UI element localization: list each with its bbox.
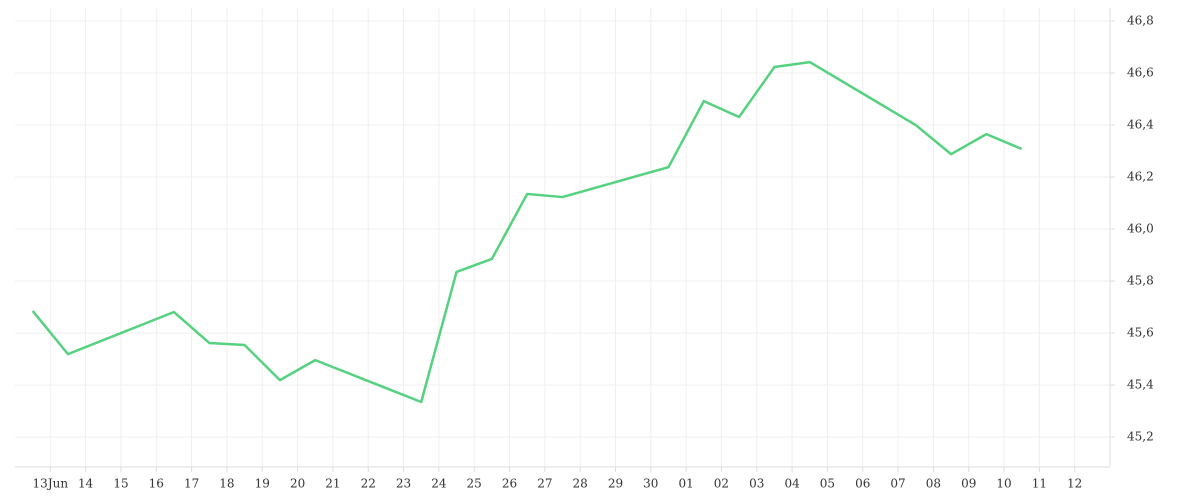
x-tick-label: 24 [431,477,447,491]
line-series [31,60,1023,404]
x-tick-label: 12 [1067,477,1082,491]
x-tick-label: 01 [678,477,693,491]
y-tick-label: 45,6 [1127,326,1154,340]
y-tick-label: 46,2 [1127,170,1154,184]
x-tick-label: 10 [996,477,1011,491]
x-tick-label: 02 [714,477,729,491]
x-tick-label: 22 [361,477,376,491]
x-tick-label: 06 [855,477,870,491]
y-tick-label: 45,4 [1127,378,1154,392]
x-tick-label: 05 [820,477,835,491]
x-tick-label: 03 [749,477,764,491]
x-tick-label: 16 [149,477,164,491]
x-tick-label: 26 [502,477,517,491]
y-tick-label: 46,0 [1127,222,1154,236]
x-tick-label: 18 [219,477,234,491]
x-tick-label: 15 [113,477,128,491]
y-tick-label: 46,8 [1127,14,1154,28]
y-tick-label: 45,2 [1127,430,1154,444]
x-tick-label: 14 [78,477,94,491]
x-tick-label: 08 [926,477,941,491]
x-tick-label: 13Jun [33,477,69,491]
x-tick-label: 25 [467,477,482,491]
y-tick-label: 45,8 [1127,274,1154,288]
x-tick-label: 17 [184,477,199,491]
y-tick-label: 46,6 [1127,66,1154,80]
x-tick-label: 30 [643,477,658,491]
y-tick-label: 46,4 [1127,118,1154,132]
x-tick-label: 28 [573,477,588,491]
x-tick-label: 21 [325,477,340,491]
x-tick-label: 04 [784,477,800,491]
x-tick-label: 09 [961,477,976,491]
x-tick-label: 27 [537,477,552,491]
x-tick-label: 23 [396,477,411,491]
x-tick-label: 20 [290,477,305,491]
x-tick-label: 29 [608,477,623,491]
x-tick-label: 11 [1032,477,1047,491]
x-tick-label: 07 [890,477,905,491]
x-tick-label: 19 [255,477,270,491]
